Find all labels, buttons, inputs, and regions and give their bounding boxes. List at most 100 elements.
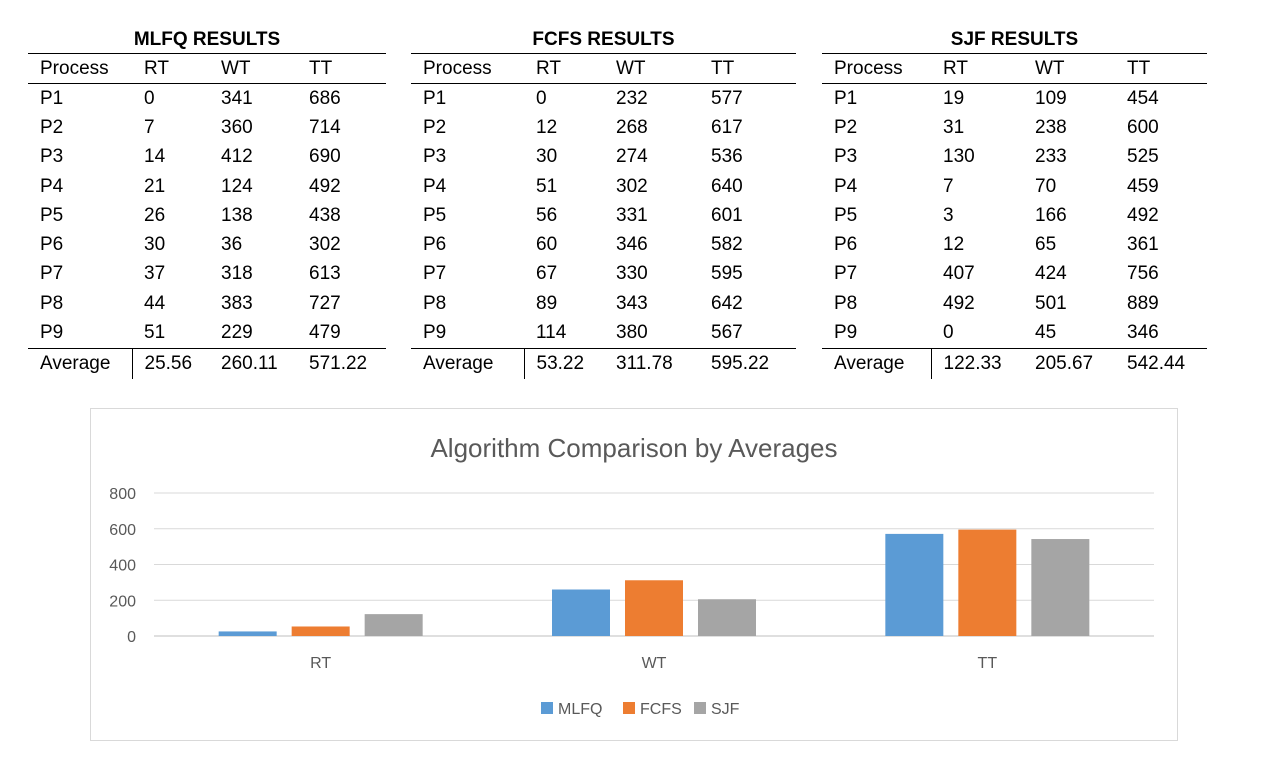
value-cell: 492 (1127, 204, 1159, 226)
value-cell: 268 (616, 116, 648, 138)
table-title: FCFS RESULTS (532, 29, 675, 50)
value-cell: 232 (616, 87, 648, 109)
table-row: P3 30 274 536 (411, 143, 796, 172)
value-cell: 0 (943, 322, 954, 344)
process-cell: P8 (423, 292, 447, 314)
value-cell: 31 (943, 116, 965, 138)
value-cell: 383 (221, 292, 253, 314)
value-cell: 617 (711, 116, 743, 138)
table-title: SJF RESULTS (950, 29, 1079, 50)
value-cell: 302 (616, 175, 648, 197)
value-cell: 501 (1035, 292, 1067, 314)
value-cell: 166 (1035, 204, 1067, 226)
process-cell: P4 (423, 175, 447, 197)
average-value: 595.22 (699, 347, 796, 379)
average-row: Average 122.33 205.67 542.44 (822, 347, 1207, 379)
table-row: P8 44 383 727 (28, 289, 386, 318)
table-row: P7 407 424 756 (822, 260, 1207, 289)
value-cell: 56 (536, 204, 558, 226)
header-cell: TT (297, 53, 386, 84)
process-cell: P9 (40, 322, 64, 344)
table-row: P3 14 412 690 (28, 143, 386, 172)
header-cell: RT (132, 53, 209, 84)
average-value: 542.44 (1115, 347, 1207, 379)
average-value: 25.56 (132, 347, 209, 379)
value-cell: 51 (536, 175, 558, 197)
legend-swatch (694, 702, 706, 714)
value-cell: 14 (144, 146, 166, 168)
x-category-label: RT (310, 655, 331, 672)
value-cell: 0 (536, 87, 547, 109)
average-value: 122.33 (931, 347, 1023, 379)
chart-title: Algorithm Comparison by Averages (430, 433, 837, 463)
table-row: P3 130 233 525 (822, 143, 1207, 172)
value-cell: 714 (309, 116, 341, 138)
value-cell: 331 (616, 204, 648, 226)
value-cell: 7 (144, 116, 155, 138)
value-cell: 492 (943, 292, 975, 314)
process-cell: P1 (40, 87, 64, 109)
value-cell: 346 (616, 234, 648, 256)
bar-sjf-rt (364, 614, 423, 636)
bar-mlfq-rt (218, 631, 277, 636)
process-cell: P3 (423, 146, 447, 168)
value-cell: 30 (536, 146, 558, 168)
process-cell: P5 (423, 204, 447, 226)
table-row: P1 0 232 577 (411, 84, 796, 114)
value-cell: 109 (1035, 87, 1067, 109)
average-label: Average (28, 347, 133, 379)
value-cell: 70 (1035, 175, 1057, 197)
table-row: P5 3 166 492 (822, 201, 1207, 230)
average-row: Average 53.22 311.78 595.22 (411, 347, 796, 379)
value-cell: 60 (536, 234, 558, 256)
value-cell: 21 (144, 175, 166, 197)
process-cell: P1 (423, 87, 447, 109)
value-cell: 424 (1035, 263, 1067, 285)
value-cell: 318 (221, 263, 253, 285)
value-cell: 233 (1035, 146, 1067, 168)
process-cell: P6 (40, 234, 64, 256)
value-cell: 229 (221, 322, 253, 344)
value-cell: 613 (309, 263, 341, 285)
value-cell: 360 (221, 116, 253, 138)
value-cell: 3 (943, 204, 954, 226)
value-cell: 65 (1035, 234, 1057, 256)
value-cell: 341 (221, 87, 253, 109)
header-cell: WT (209, 53, 297, 84)
value-cell: 454 (1127, 87, 1159, 109)
value-cell: 44 (144, 292, 166, 314)
value-cell: 343 (616, 292, 648, 314)
value-cell: 438 (309, 204, 341, 226)
legend-swatch (623, 702, 635, 714)
value-cell: 12 (536, 116, 558, 138)
value-cell: 238 (1035, 116, 1067, 138)
value-cell: 330 (616, 263, 648, 285)
legend-item-mlfq: MLFQ (541, 701, 602, 718)
process-cell: P8 (40, 292, 64, 314)
process-cell: P2 (40, 116, 64, 138)
process-cell: P2 (834, 116, 858, 138)
bar-chart: Algorithm Comparison by Averages 0 200 400… (109, 433, 1154, 718)
value-cell: 26 (144, 204, 166, 226)
value-cell: 686 (309, 87, 341, 109)
table-title: MLFQ RESULTS (133, 29, 281, 50)
value-cell: 114 (536, 322, 567, 344)
header-cell: RT (931, 53, 1023, 84)
value-cell: 756 (1127, 263, 1159, 285)
value-cell: 690 (309, 146, 341, 168)
value-cell: 89 (536, 292, 558, 314)
y-tick-label: 0 (127, 629, 136, 646)
table-row: P2 31 238 600 (822, 113, 1207, 142)
results-table: Process RT WT TT P1 0 232 577 P2 12 268 617 P3 30… (411, 53, 796, 379)
bar-sjf-tt (1031, 539, 1090, 636)
value-cell: 361 (1127, 234, 1159, 256)
table-row: P4 7 70 459 (822, 172, 1207, 201)
value-cell: 36 (221, 234, 243, 256)
average-value: 260.11 (209, 347, 297, 379)
header-row: Process RT WT TT (822, 53, 1207, 84)
value-cell: 19 (943, 87, 965, 109)
chart-container: Algorithm Comparison by Averages 0 200 400… (90, 408, 1178, 741)
table-row: P8 492 501 889 (822, 289, 1207, 318)
value-cell: 302 (309, 234, 341, 256)
x-category-label: TT (978, 655, 998, 672)
